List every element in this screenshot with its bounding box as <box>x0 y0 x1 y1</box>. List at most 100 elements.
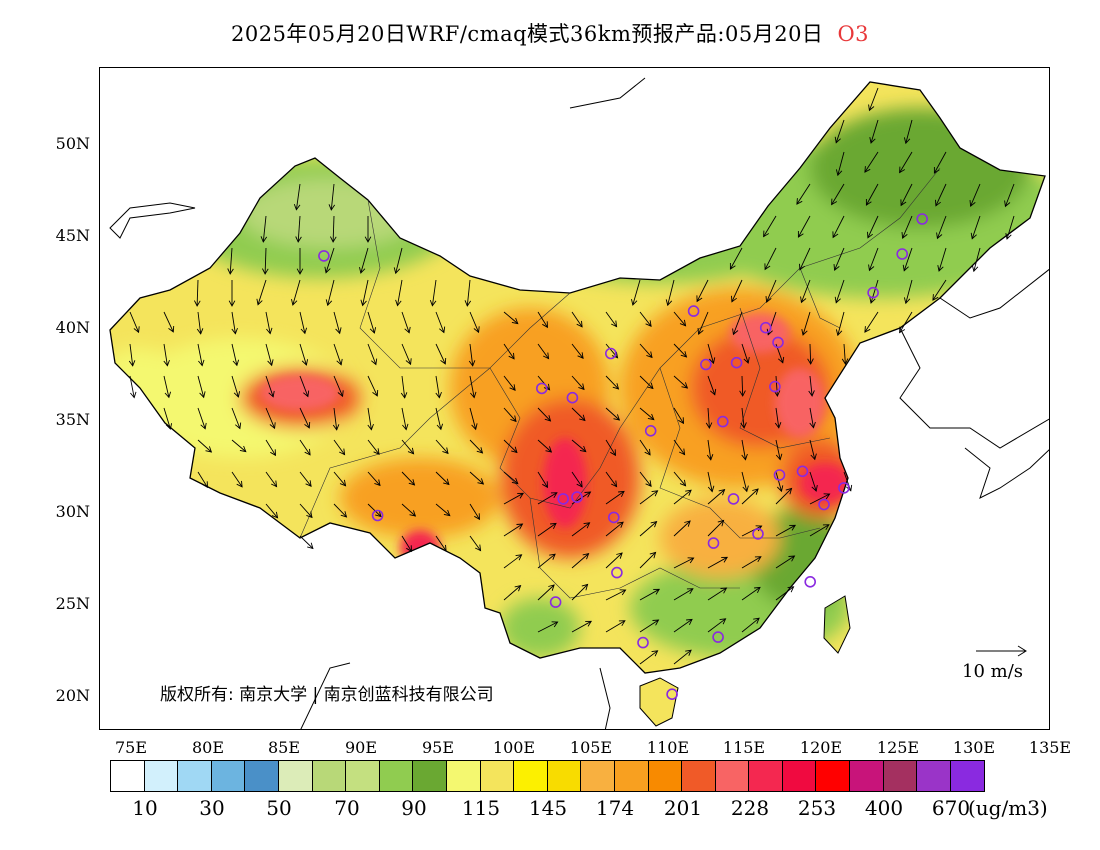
colorbar-label: 201 <box>663 796 703 820</box>
wind-arrow-head <box>544 415 552 422</box>
wind-arrow-head <box>970 232 977 240</box>
wind-arrow-head <box>508 352 515 360</box>
wind-arrow <box>367 343 377 365</box>
station-marker <box>752 528 764 540</box>
station-marker <box>371 509 384 522</box>
wind-arrow <box>537 492 558 505</box>
wind-arrow-head <box>612 383 620 390</box>
wind-arrow-head <box>717 519 725 527</box>
wind-arrow <box>503 311 519 324</box>
wind-arrow <box>503 471 519 484</box>
wind-arrow <box>435 407 442 430</box>
lat-label: 50N <box>55 134 90 153</box>
wind-arrow <box>970 183 981 207</box>
wind-arrow-head <box>809 421 816 429</box>
wind-arrow <box>469 439 483 454</box>
wind-arrow <box>835 119 845 143</box>
wind-arrow-head <box>864 326 871 333</box>
lon-label: 90E <box>344 738 378 757</box>
wind-arrow-head <box>199 391 206 399</box>
wind-arrow-head <box>645 480 652 487</box>
wind-arrow <box>571 584 588 601</box>
colorbar-label: 253 <box>797 796 837 820</box>
wind-arrow-head <box>740 422 747 429</box>
wind-arrow-head <box>687 557 695 564</box>
wind-arrow-head <box>764 263 771 271</box>
wind-arrow-head <box>901 232 908 239</box>
wind-arrow-head <box>468 360 476 367</box>
wind-arrow <box>503 407 517 422</box>
wind-arrow <box>605 407 620 421</box>
wind-arrow-head <box>440 544 447 552</box>
wind-arrow <box>299 439 311 456</box>
wind-arrow <box>537 553 556 569</box>
wind-arrow-head <box>198 359 205 367</box>
wind-arrow <box>673 311 686 327</box>
wind-arrow <box>667 279 675 306</box>
wind-arrow <box>571 620 592 633</box>
station-marker <box>867 286 879 299</box>
wind-arrow-head <box>510 415 517 423</box>
colorbar-cell <box>816 761 851 791</box>
wind-arrow <box>902 215 913 239</box>
wind-arrow <box>231 471 243 488</box>
wind-arrow <box>899 311 913 333</box>
colorbar-cell <box>446 761 481 791</box>
map-panel[interactable] <box>99 67 1050 730</box>
wind-arrow <box>401 471 415 486</box>
wind-arrow <box>809 375 813 396</box>
wind-arrow-head <box>293 203 301 211</box>
wind-arrow <box>367 471 381 486</box>
wind-arrow-head <box>235 422 242 430</box>
lon-label: 135E <box>1028 738 1072 757</box>
wind-arrow <box>163 343 168 366</box>
wind-arrow <box>864 151 879 173</box>
wind-arrow-head <box>611 351 619 359</box>
wind-arrow <box>265 407 276 429</box>
wind-arrow <box>333 471 346 487</box>
station-marker <box>712 631 724 643</box>
wind-arrow-head <box>810 453 817 461</box>
wind-arrow-head <box>266 327 273 335</box>
wind-arrow-head <box>653 588 661 595</box>
wind-arrow-head <box>832 231 839 239</box>
wind-arrow <box>673 343 687 358</box>
wind-arrow <box>197 471 208 488</box>
wind-arrow <box>605 552 623 569</box>
wind-arrow <box>197 375 205 398</box>
wind-arrow-head <box>611 320 618 328</box>
concentration-map <box>109 77 1049 729</box>
wind-arrow-head <box>193 300 201 307</box>
wind-vectors <box>128 87 1015 665</box>
wind-arrow-head <box>645 320 652 327</box>
wind-arrow <box>775 471 782 492</box>
wind-arrow <box>265 343 273 366</box>
wind-arrow <box>265 471 277 487</box>
station-marker <box>549 596 562 608</box>
wind-arrow-head <box>869 297 876 304</box>
wind-arrow <box>231 375 239 398</box>
wind-arrow-head <box>833 264 840 271</box>
wind-arrow <box>673 619 693 633</box>
wind-arrow-head <box>300 327 308 335</box>
wind-arrow <box>843 343 846 365</box>
lon-label: 125E <box>876 738 920 757</box>
wind-arrow-head <box>775 453 783 461</box>
wind-arrow <box>503 554 522 569</box>
wind-arrow <box>435 343 446 365</box>
wind-arrow-head <box>729 263 736 270</box>
lon-label: 95E <box>421 738 455 757</box>
wind-arrow <box>673 588 694 601</box>
wind-arrow-head <box>578 383 585 391</box>
wind-arrow <box>639 375 654 389</box>
wind-arrow <box>163 375 170 398</box>
wind-arrow-head <box>550 492 558 499</box>
wind-arrow-head <box>464 300 472 307</box>
wind-arrow <box>905 119 913 144</box>
wind-arrow <box>707 520 724 537</box>
wind-arrow-head <box>291 299 298 306</box>
wind-arrow <box>707 618 726 633</box>
wind-arrow-head <box>773 390 781 397</box>
colorbar-cell <box>547 761 582 791</box>
wind-arrow-head <box>551 621 559 628</box>
